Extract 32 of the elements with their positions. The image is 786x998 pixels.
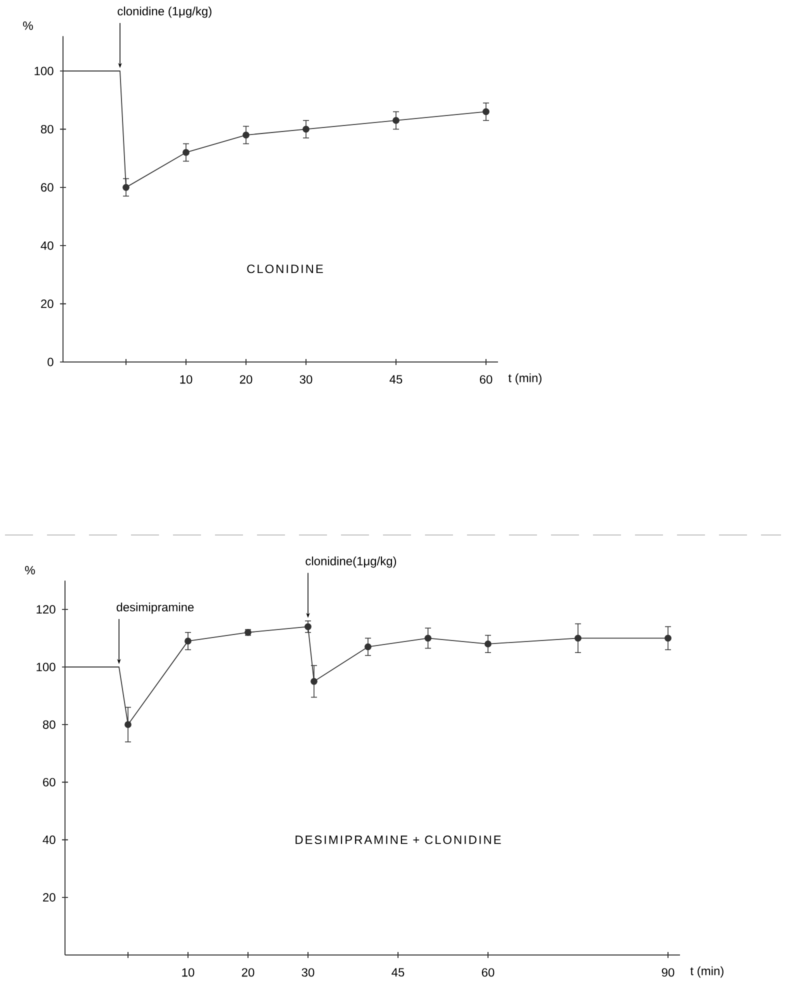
x-axis-title: t (min) [508, 373, 542, 385]
x-axis-title: t (min) [690, 966, 724, 978]
annotation: DESIMIPRAMINE + CLONIDINE [296, 836, 501, 844]
x-tick-label: 45 [390, 375, 402, 384]
annotation: clonidine(1μg/kg) [306, 556, 396, 568]
y-tick-label: 60 [43, 778, 56, 786]
y-tick-label: 100 [36, 662, 56, 672]
x-tick-label: 10 [180, 375, 192, 384]
x-tick-label: 30 [302, 968, 314, 977]
y-axis-title: % [23, 21, 33, 30]
annotation: desimipramine [116, 602, 194, 614]
x-tick-label: 60 [482, 968, 494, 977]
x-tick-label: 90 [662, 968, 674, 977]
y-tick-label: 0 [48, 358, 54, 366]
x-tick-label: 10 [182, 968, 194, 977]
x-tick-label: 30 [300, 375, 312, 384]
annotation: CLONIDINE [247, 264, 323, 274]
x-tick-label: 20 [242, 968, 254, 977]
y-tick-label: 40 [42, 836, 56, 844]
y-tick-label: 120 [36, 605, 56, 614]
y-tick-label: 80 [42, 720, 56, 729]
y-axis-title: % [25, 566, 35, 574]
y-tick-label: 20 [41, 300, 54, 308]
y-tick-label: 60 [41, 183, 54, 192]
annotation: clonidine (1μg/kg) [118, 6, 212, 18]
y-tick-label: 100 [34, 66, 54, 76]
x-tick-label: 60 [480, 375, 492, 384]
y-tick-label: 80 [40, 124, 54, 134]
y-tick-label: 40 [40, 241, 54, 250]
x-tick-label: 45 [392, 968, 404, 977]
y-tick-label: 20 [43, 893, 56, 902]
x-tick-label: 20 [240, 375, 252, 384]
